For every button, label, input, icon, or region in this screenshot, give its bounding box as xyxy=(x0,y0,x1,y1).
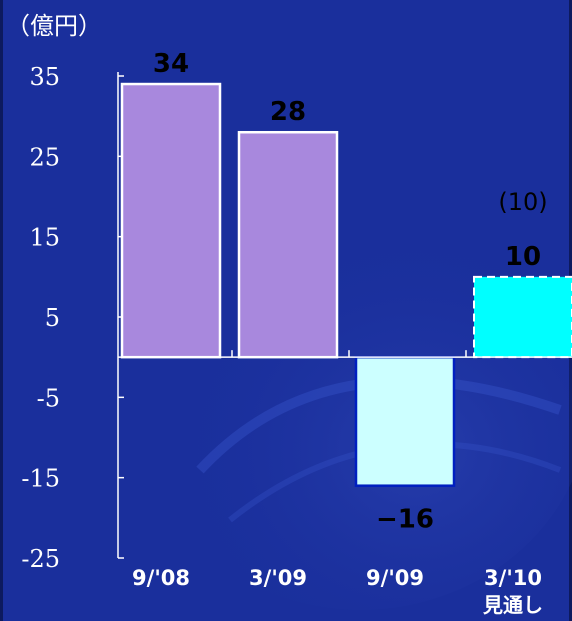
bar-value-label: 28 xyxy=(270,97,306,127)
y-tick-label: 5 xyxy=(45,304,60,332)
bar-extra-label: (10) xyxy=(498,188,547,216)
y-tick-label: -25 xyxy=(21,545,60,573)
y-tick-label: 25 xyxy=(29,143,60,171)
left-frame-line xyxy=(0,0,3,621)
bar-value-label: 34 xyxy=(153,49,189,79)
bars xyxy=(120,82,572,487)
y-tick-label: 15 xyxy=(29,224,60,252)
y-tick-label: 35 xyxy=(29,63,60,91)
x-category-label: 9/'09 xyxy=(366,566,424,590)
value-labels: 34 28 −16 10 (10) xyxy=(153,49,548,535)
bar xyxy=(237,130,339,359)
bar-value-label: −16 xyxy=(376,505,434,535)
axes xyxy=(117,72,572,558)
x-axis-labels: 9/'08 3/'09 9/'09 3/'10 見通し xyxy=(132,566,543,617)
y-axis-ticks: 35 25 15 5 -5 -15 -25 xyxy=(21,63,124,573)
x-category-label: 3/'10 xyxy=(484,566,542,590)
x-category-label: 9/'08 xyxy=(132,566,190,590)
x-category-label: 3/'09 xyxy=(249,566,307,590)
y-tick-label: -5 xyxy=(37,384,60,412)
bar-value-label: 10 xyxy=(505,242,541,272)
unit-label: （億円） xyxy=(6,12,102,40)
x-category-sublabel: 見通し xyxy=(483,593,543,617)
y-tick-label: -15 xyxy=(21,465,60,493)
bar xyxy=(354,355,456,487)
bar xyxy=(473,275,572,359)
bar xyxy=(120,82,222,359)
